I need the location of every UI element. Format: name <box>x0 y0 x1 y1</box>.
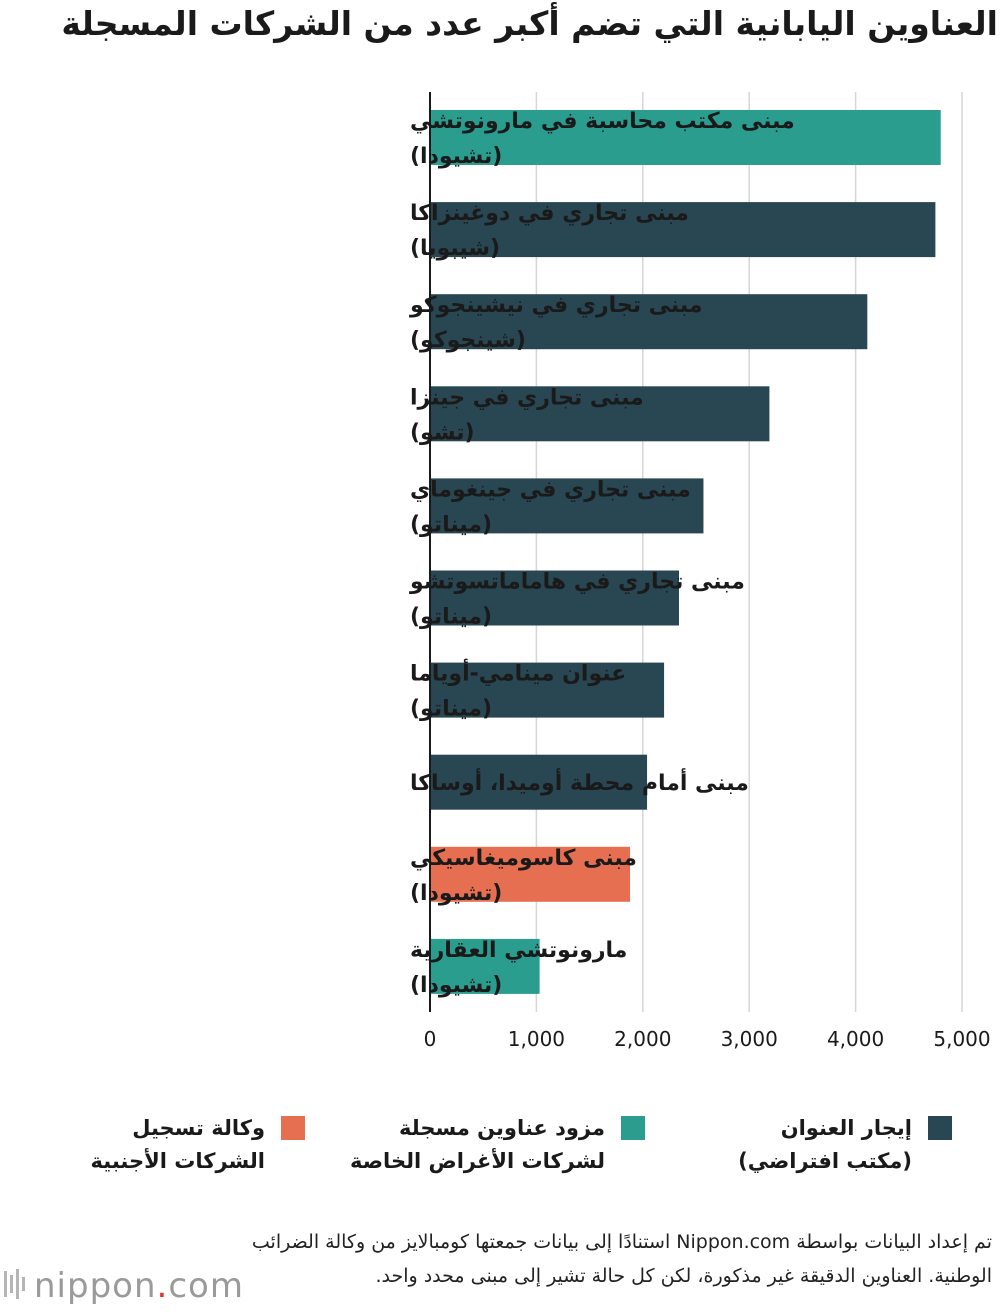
bar <box>430 202 936 258</box>
bar <box>430 478 704 534</box>
bar <box>430 938 540 994</box>
category-label: (شيبويا) <box>410 236 500 261</box>
nippon-logo-icon <box>4 1269 25 1299</box>
legend-label-rental-line2: (مكتب افتراضي) <box>738 1149 912 1173</box>
x-tick-labels: 0 1,000 2,000 3,000 4,000 5,000 <box>424 1027 991 1051</box>
category-label: مبنى تجاري في هاماماتسوتشو <box>409 570 745 595</box>
category-labels: مبنى مكتب محاسبة في مارونوتشي (تشيودا) مبن… <box>409 109 795 998</box>
category-label: مارونوتشي العقارية <box>410 938 627 963</box>
legend-swatch-rental <box>928 1116 952 1140</box>
legend-item-provider: مزود عناوين مسجلة لشركات الأغراض الخاصة <box>305 1112 645 1178</box>
logo-dot: . <box>156 1266 169 1306</box>
category-label: مبنى تجاري في نيشينجوكو <box>409 293 703 318</box>
category-label: مبنى مكتب محاسبة في مارونوتشي <box>410 109 795 134</box>
bar <box>430 386 770 442</box>
category-label: (شينجوكو) <box>410 328 526 353</box>
source-note: تم إعداد البيانات بواسطة Nippon.com استن… <box>251 1231 992 1287</box>
category-label: (تشيودا) <box>410 881 502 906</box>
legend-label-foreign-line1: وكالة تسجيل <box>132 1116 265 1140</box>
category-label: (ميناتو) <box>410 512 492 537</box>
category-label: مبنى أمام محطة أوميدا، أوساكا <box>410 767 749 796</box>
category-label: (تشو) <box>410 420 475 445</box>
legend-label-foreign-line2: الشركات الأجنبية <box>90 1149 265 1173</box>
category-label: (ميناتو) <box>410 697 492 722</box>
category-label: مبنى تجاري في دوغينزاكا <box>410 201 689 226</box>
category-label: مبنى تجاري في جينزا <box>410 385 644 410</box>
bar <box>430 662 665 718</box>
bar <box>430 294 868 350</box>
x-tick-label: 1,000 <box>508 1027 565 1051</box>
x-tick-label: 4,000 <box>827 1027 884 1051</box>
bar <box>430 110 941 165</box>
nippon-logo: nippon.com <box>2 1266 244 1306</box>
legend-label-rental-line1: إيجار العنوان <box>780 1116 912 1140</box>
category-label: (تشيودا) <box>410 973 502 998</box>
bar <box>430 846 631 902</box>
legend-swatch-foreign <box>281 1116 305 1140</box>
logo-text-suffix: com <box>168 1266 244 1306</box>
category-label: مبنى كاسوميغاسيكي <box>410 846 637 871</box>
x-tick-label: 5,000 <box>933 1027 990 1051</box>
chart-title: العناوين اليابانية التي تضم أكبر عدد من … <box>61 4 998 43</box>
x-tick-label: 0 <box>424 1027 437 1051</box>
x-tick-label: 2,000 <box>614 1027 671 1051</box>
legend-label-provider-line1: مزود عناوين مسجلة <box>399 1116 605 1140</box>
x-tick-label: 3,000 <box>721 1027 778 1051</box>
category-label: (ميناتو) <box>410 605 492 630</box>
category-label: مبنى تجاري في جينغوماي <box>410 477 691 502</box>
bar <box>430 570 679 626</box>
category-label: عنوان مينامي-أوياما <box>410 658 626 687</box>
bar <box>430 754 648 810</box>
legend-swatch-provider <box>621 1116 645 1140</box>
legend-item-rental: إيجار العنوان (مكتب افتراضي) <box>672 1112 952 1178</box>
legend-label-provider-line2: لشركات الأغراض الخاصة <box>350 1149 605 1173</box>
bar-chart: مبنى مكتب محاسبة في مارونوتشي (تشيودا) مبن… <box>409 92 991 1051</box>
bars <box>430 110 941 994</box>
legend-item-foreign: وكالة تسجيل الشركات الأجنبية <box>65 1112 305 1178</box>
category-label: (تشيودا) <box>410 144 502 169</box>
logo-text-main: nippon <box>34 1266 157 1306</box>
